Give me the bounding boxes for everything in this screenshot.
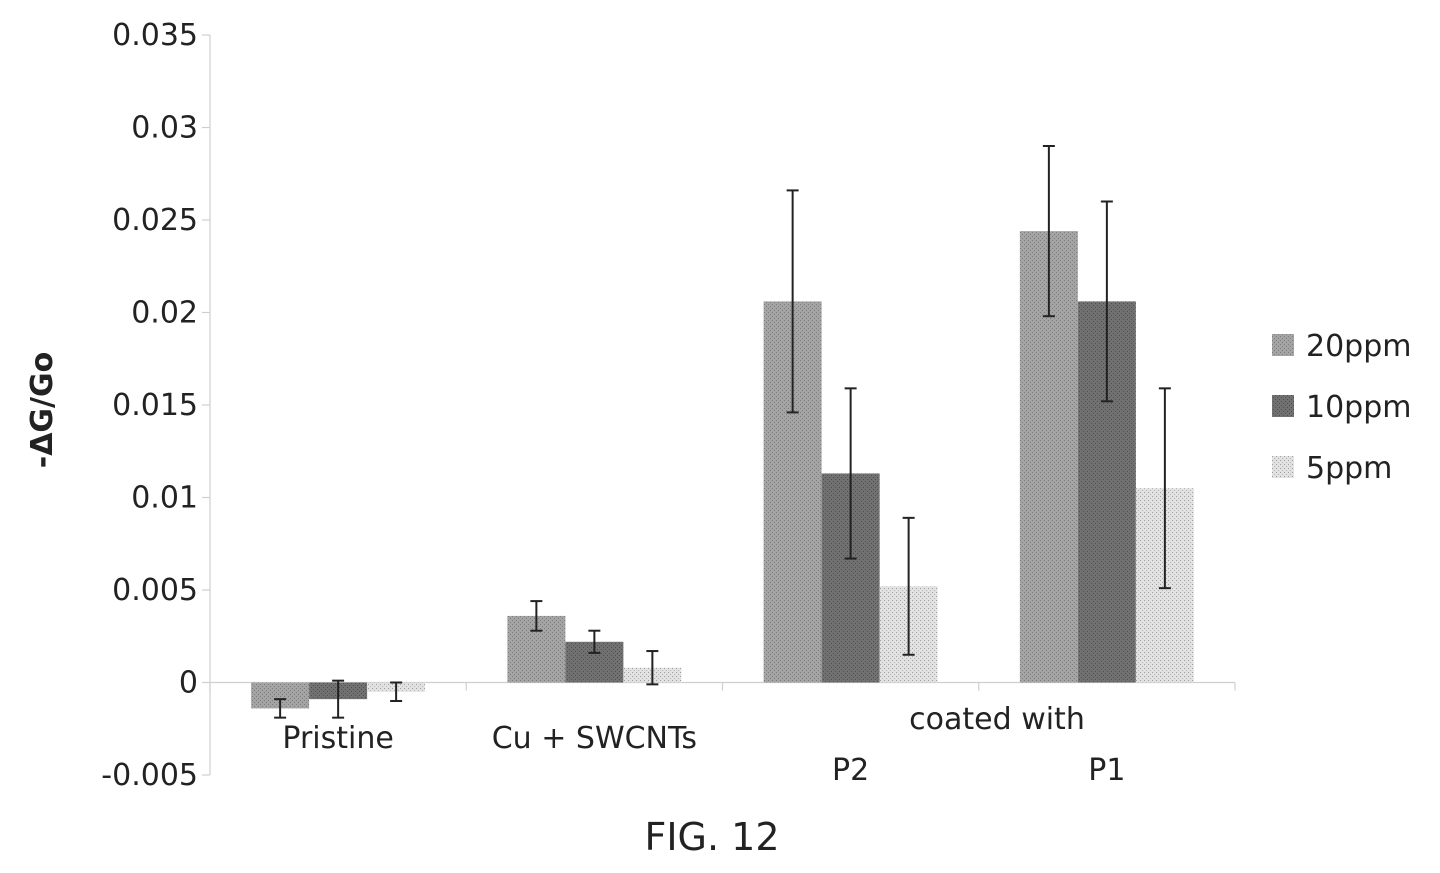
y-tick-label: 0.01	[131, 481, 198, 516]
y-tick-label: 0.02	[131, 296, 198, 331]
y-axis: -0.005 0 0.005 0.01 0.015 0.02 0.025 0.03 0.035	[101, 18, 211, 793]
category-label: Cu + SWCNTs	[492, 721, 697, 756]
y-tick-label: 0.03	[131, 111, 198, 146]
error-bar-20ppm-2	[786, 189, 799, 414]
legend-item: 20ppm	[1272, 329, 1411, 364]
legend-item: 10ppm	[1272, 390, 1411, 425]
y-tick-label: 0.025	[112, 203, 198, 238]
error-bar-10ppm-2	[844, 387, 857, 560]
error-bars	[274, 145, 1171, 719]
y-tick-label: 0.035	[112, 18, 198, 53]
legend-label: 20ppm	[1306, 329, 1411, 364]
y-axis-label: -ΔG/Go	[25, 352, 60, 468]
bars	[251, 231, 1194, 709]
error-bar-5ppm-1	[646, 650, 659, 686]
category-label: Pristine	[282, 721, 393, 756]
error-bar-20ppm-1	[530, 600, 543, 632]
figure-caption: FIG. 12	[644, 815, 779, 859]
category-labels: Pristine Cu + SWCNTs P2 P1	[282, 721, 1125, 788]
legend-swatch	[1272, 334, 1294, 356]
legend-label: 5ppm	[1306, 451, 1392, 486]
category-label: P2	[832, 753, 869, 788]
legend-label: 10ppm	[1306, 390, 1411, 425]
error-bar-20ppm-0	[274, 698, 287, 719]
error-bar-5ppm-0	[390, 681, 403, 702]
legend-item: 5ppm	[1272, 451, 1392, 486]
y-tick-label: 0.015	[112, 388, 198, 423]
y-tick-label: 0.005	[112, 573, 198, 608]
group-annotation: coated with	[909, 702, 1085, 737]
y-tick-label: 0	[179, 666, 198, 701]
error-bar-5ppm-3	[1158, 387, 1171, 590]
error-bar-10ppm-3	[1100, 200, 1113, 403]
y-tick-label: -0.005	[101, 758, 198, 793]
legend: 20ppm 10ppm 5ppm	[1272, 329, 1411, 486]
error-bar-10ppm-0	[332, 679, 345, 719]
error-bar-10ppm-1	[588, 629, 601, 654]
error-bar-20ppm-3	[1042, 145, 1055, 318]
category-label: P1	[1088, 753, 1125, 788]
error-bar-5ppm-2	[902, 516, 915, 656]
legend-swatch	[1272, 395, 1294, 417]
legend-swatch	[1272, 456, 1294, 478]
